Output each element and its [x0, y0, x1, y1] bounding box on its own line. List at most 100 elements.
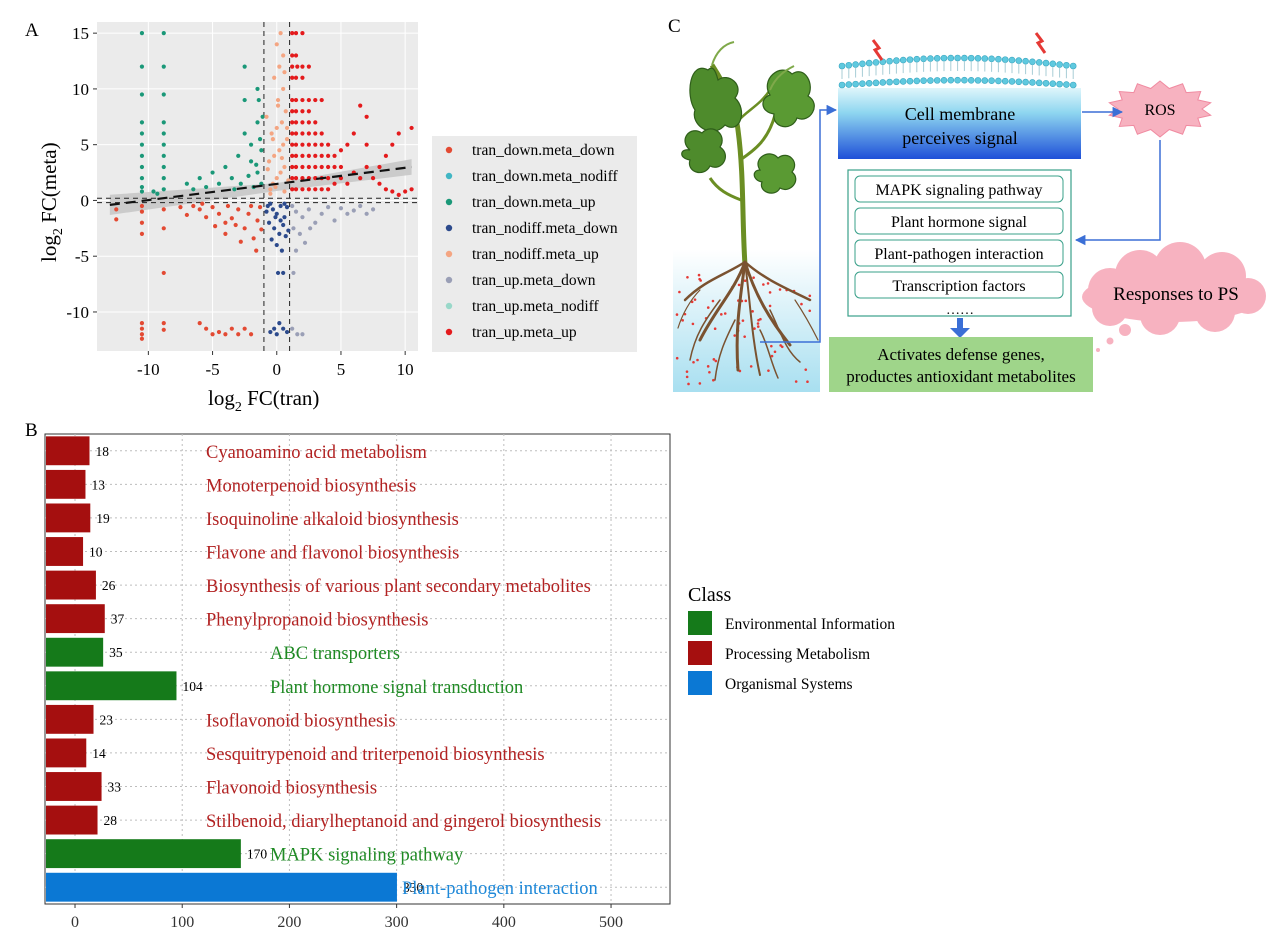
scatter-point	[293, 209, 299, 214]
scatter-point	[268, 329, 273, 335]
scatter-point	[184, 212, 189, 218]
bar-category-label: Isoflavonoid biosynthesis	[206, 711, 396, 731]
lipid-bead	[1069, 81, 1077, 89]
pathogen-dot	[713, 327, 717, 331]
scatter-point	[277, 231, 282, 236]
pathogen-dot	[768, 291, 772, 294]
scatter-point	[293, 164, 299, 170]
legend-marker	[445, 276, 453, 284]
lipid-bead	[913, 77, 921, 85]
pathogen-dot	[712, 358, 716, 361]
scatter-point	[351, 208, 356, 213]
pathogen-dot	[675, 356, 679, 360]
scatter-point	[383, 187, 388, 192]
lipid-bead	[886, 57, 893, 65]
bars: 18 Cyanoamino acid metabolism 13 Monoterpen…	[46, 436, 601, 902]
bar-legend-label: Processing Metabolism	[725, 646, 870, 663]
scatter-point	[290, 131, 295, 136]
trend-confidence-band	[109, 159, 412, 216]
bar	[46, 604, 105, 634]
pathogen-dot	[762, 283, 765, 286]
pathway-list: MAPK signaling pathway Plant hormone sign…	[854, 175, 1064, 299]
pathogen-dot	[723, 312, 727, 315]
bar-category-label: ABC transporters	[270, 644, 400, 664]
scatter-point	[282, 70, 287, 75]
scatter-point	[278, 31, 283, 36]
scatter-point	[306, 131, 311, 136]
scatter-point	[290, 31, 295, 36]
scatter-point	[161, 164, 166, 170]
lipid-bead	[893, 78, 900, 86]
scatter-point	[403, 189, 408, 194]
pathogen-dot	[685, 370, 689, 373]
scatter-point	[332, 181, 337, 186]
bar-x-tick-label: 400	[492, 914, 516, 931]
scatter-point	[255, 170, 260, 175]
bar-category-label: MAPK signaling pathway	[270, 846, 464, 866]
scatter-point	[254, 162, 259, 167]
lipid-bead	[1035, 79, 1043, 87]
pathway-item-box	[854, 271, 1064, 299]
scatter-point	[313, 97, 318, 103]
scatter-point	[281, 142, 286, 147]
pathogen-dot	[768, 304, 772, 308]
scatter-point	[300, 153, 305, 158]
bar-legend-label: Organismal Systems	[725, 676, 853, 693]
scatter-point	[279, 155, 284, 161]
scatter-point	[242, 226, 247, 231]
lipid-bead	[1049, 80, 1057, 87]
bar-legend-label: Environmental Information	[725, 616, 895, 633]
pathogen-dot	[751, 310, 754, 313]
scatter-point	[300, 187, 305, 192]
scatter-point	[338, 148, 344, 153]
scatter-point	[300, 332, 305, 337]
pathogen-dot	[741, 319, 745, 322]
scatter-point	[161, 207, 166, 212]
pathways-ellipsis: ……	[946, 303, 974, 318]
scatter-point	[139, 326, 145, 331]
lipid-bead	[961, 54, 968, 62]
pathogen-dot	[759, 317, 762, 321]
panel-label-a: A	[25, 20, 39, 41]
scatter-point	[313, 131, 318, 136]
scatter-point	[313, 164, 318, 170]
scatter-point	[364, 164, 369, 170]
bar-value-label: 33	[108, 780, 122, 795]
signal-bolt-icon	[871, 39, 884, 61]
lipid-bead	[865, 59, 873, 67]
lipid-bead	[1022, 57, 1029, 65]
bar-value-label: 26	[102, 578, 116, 593]
legend-label: tran_down.meta_nodiff	[472, 168, 618, 185]
scatter-point	[326, 153, 331, 158]
pathogen-dot	[756, 325, 760, 328]
pathogen-dot	[753, 327, 756, 330]
bar-value-label: 13	[91, 477, 105, 492]
lipid-bead	[920, 55, 927, 63]
scatter-point	[300, 64, 305, 69]
scatter-point	[279, 248, 284, 253]
scatter-point	[274, 242, 279, 248]
scatter-point	[270, 207, 276, 212]
lipid-bead	[886, 78, 893, 86]
scatter-point	[390, 189, 395, 194]
response-text: Responses to PS	[1113, 284, 1239, 305]
pathogen-dot	[766, 282, 770, 285]
scatter-point	[300, 109, 305, 114]
scatter-point	[281, 270, 286, 276]
lipid-bead	[1008, 78, 1016, 85]
scatter-point	[270, 137, 276, 142]
lipid-bead	[940, 54, 948, 62]
scatter-plot: -10 -5 0 5 10 -10 -5 0 5 10 15 log2 FC(tran) log2…	[37, 22, 637, 415]
pathogen-dot	[686, 276, 689, 279]
scatter-point	[139, 153, 145, 158]
bar-value-label: 35	[109, 645, 123, 660]
scatter-point	[161, 270, 166, 276]
scatter-point	[326, 187, 331, 192]
scatter-point	[277, 64, 282, 69]
lipid-bead	[1029, 79, 1036, 86]
pathogen-dot	[675, 313, 679, 316]
scatter-point	[248, 159, 254, 164]
bar-value-label: 28	[104, 813, 118, 828]
lipid-bead	[920, 77, 927, 85]
scatter-point	[345, 211, 350, 216]
